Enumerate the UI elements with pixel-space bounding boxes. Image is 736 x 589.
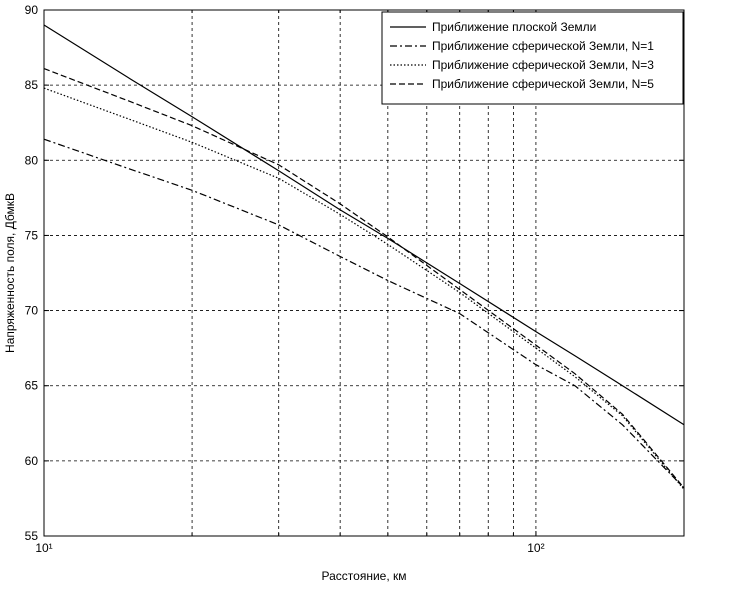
x-axis-label: Расстояние, км [322,569,407,583]
y-tick-label: 65 [25,379,39,393]
y-tick-label: 80 [25,153,39,167]
plot-frame [43,9,685,537]
legend-label: Приближение сферической Земли, N=5 [432,77,654,91]
legend-label: Приближение сферической Земли, N=1 [432,39,654,53]
y-tick-label: 60 [25,454,39,468]
y-tick-label: 90 [25,3,39,17]
series-line [43,87,685,490]
legend-box [381,11,684,105]
legend-label: Приближение плоской Земли [432,20,596,34]
series-line [43,68,685,489]
series-line [43,24,685,426]
x-tick-label: 10² [527,541,544,555]
y-tick-label: 55 [25,529,39,543]
y-tick-label: 85 [25,78,39,92]
x-tick-label: 10¹ [35,541,52,555]
y-tick-label: 70 [25,304,39,318]
y-tick-label: 75 [25,228,39,242]
legend-label: Приближение сферической Земли, N=3 [432,58,654,72]
y-axis-label: Напряженность поля, ДбмкВ [3,193,17,353]
series-line [43,138,685,489]
